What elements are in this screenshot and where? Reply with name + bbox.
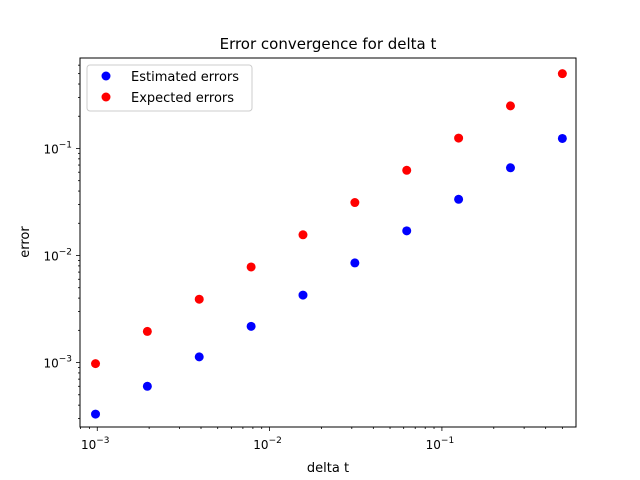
data-point [194, 294, 204, 304]
y-axis-label: error [18, 226, 33, 258]
plot-area [91, 69, 567, 419]
data-point [402, 165, 412, 175]
data-point [557, 133, 567, 143]
x-axis-label: delta t [307, 461, 349, 476]
legend-marker-estimated [101, 71, 111, 81]
data-point [91, 359, 101, 369]
series-expected [91, 69, 567, 369]
data-point [91, 409, 101, 419]
data-point [246, 262, 256, 272]
data-point [298, 230, 308, 240]
data-point [142, 326, 152, 336]
data-point [194, 352, 204, 362]
data-point [402, 226, 412, 236]
data-point [454, 194, 464, 204]
data-point [350, 258, 360, 268]
series-estimated [91, 133, 567, 419]
data-point [557, 69, 567, 79]
data-point [298, 290, 308, 300]
legend: Estimated errors Expected errors [86, 64, 253, 112]
axes-frame [79, 57, 577, 428]
data-point [505, 101, 515, 111]
data-point [454, 133, 464, 143]
chart-title: Error convergence for delta t [220, 35, 437, 53]
legend-label-estimated: Estimated errors [131, 70, 239, 85]
data-point [142, 381, 152, 391]
data-point [505, 163, 515, 173]
data-point [350, 198, 360, 208]
legend-box [86, 64, 253, 112]
data-point [246, 321, 256, 331]
legend-label-expected: Expected errors [131, 91, 234, 106]
legend-marker-expected [101, 92, 111, 102]
